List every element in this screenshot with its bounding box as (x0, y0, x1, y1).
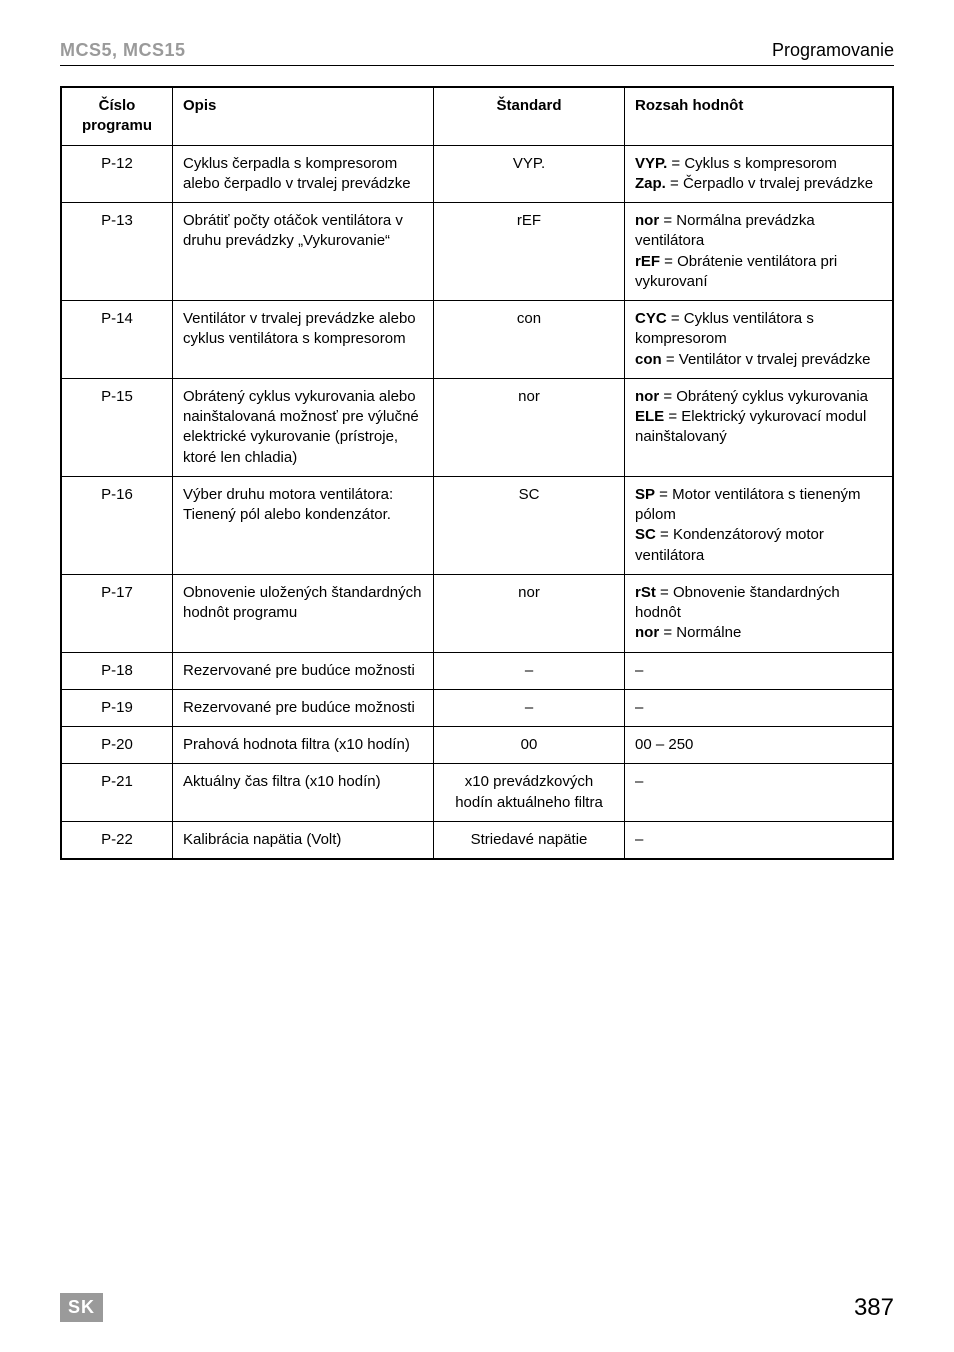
cell-rozsah: VYP. = Cyklus s kompresoromZap. = Čerpad… (625, 145, 894, 203)
cell-std: – (434, 652, 625, 689)
cell-std: 00 (434, 727, 625, 764)
cell-num: P-22 (61, 821, 173, 859)
program-table: Číslo programu Opis Štandard Rozsah hodn… (60, 86, 894, 860)
cell-opis: Výber druhu motora ventilátora: Tienený … (173, 476, 434, 574)
col-header-opis: Opis (173, 87, 434, 145)
header-right: Programovanie (772, 40, 894, 61)
cell-rozsah: – (625, 689, 894, 726)
cell-opis: Ventilátor v trvalej prevádzke alebo cyk… (173, 301, 434, 379)
page-number: 387 (854, 1294, 894, 1322)
cell-num: P-14 (61, 301, 173, 379)
table-row: P-12Cyklus čerpadla s kompresorom alebo … (61, 145, 893, 203)
table-row: P-15Obrátený cyklus vykurovania alebo na… (61, 378, 893, 476)
cell-std: x10 prevádzkových hodín aktuálneho filtr… (434, 764, 625, 822)
cell-num: P-20 (61, 727, 173, 764)
table-row: P-21Aktuálny čas filtra (x10 hodín)x10 p… (61, 764, 893, 822)
col-header-std: Štandard (434, 87, 625, 145)
table-header-row: Číslo programu Opis Štandard Rozsah hodn… (61, 87, 893, 145)
cell-rozsah: CYC = Cyklus ventilátora s kompresoromco… (625, 301, 894, 379)
page-footer: SK 387 (60, 1293, 894, 1322)
table-row: P-17Obnovenie uložených štandardných hod… (61, 574, 893, 652)
cell-opis: Rezervované pre budúce možnosti (173, 689, 434, 726)
table-row: P-13Obrátiť počty otáčok ventilátora v d… (61, 203, 893, 301)
header-left: MCS5, MCS15 (60, 40, 186, 61)
cell-rozsah: nor = Normálna prevádzka ventilátorarEF … (625, 203, 894, 301)
table-row: P-16Výber druhu motora ventilátora: Tien… (61, 476, 893, 574)
cell-num: P-12 (61, 145, 173, 203)
page-header: MCS5, MCS15 Programovanie (60, 40, 894, 66)
cell-std: nor (434, 378, 625, 476)
table-row: P-14Ventilátor v trvalej prevádzke alebo… (61, 301, 893, 379)
cell-num: P-17 (61, 574, 173, 652)
col-header-rozsah: Rozsah hodnôt (625, 87, 894, 145)
cell-num: P-15 (61, 378, 173, 476)
cell-num: P-21 (61, 764, 173, 822)
cell-std: rEF (434, 203, 625, 301)
cell-num: P-16 (61, 476, 173, 574)
cell-opis: Obnovenie uložených štandardných hodnôt … (173, 574, 434, 652)
cell-opis: Obrátený cyklus vykurovania alebo nainšt… (173, 378, 434, 476)
cell-std: – (434, 689, 625, 726)
col-header-num: Číslo programu (61, 87, 173, 145)
cell-opis: Rezervované pre budúce možnosti (173, 652, 434, 689)
cell-std: Striedavé napätie (434, 821, 625, 859)
cell-std: VYP. (434, 145, 625, 203)
cell-opis: Obrátiť počty otáčok ventilátora v druhu… (173, 203, 434, 301)
cell-num: P-19 (61, 689, 173, 726)
cell-rozsah: SP = Motor ventilátora s tieneným pólomS… (625, 476, 894, 574)
table-row: P-20Prahová hodnota filtra (x10 hodín)00… (61, 727, 893, 764)
cell-opis: Prahová hodnota filtra (x10 hodín) (173, 727, 434, 764)
cell-rozsah: – (625, 764, 894, 822)
cell-rozsah: nor = Obrátený cyklus vykurovaniaELE = E… (625, 378, 894, 476)
table-row: P-18Rezervované pre budúce možnosti–– (61, 652, 893, 689)
table-row: P-19Rezervované pre budúce možnosti–– (61, 689, 893, 726)
cell-opis: Aktuálny čas filtra (x10 hodín) (173, 764, 434, 822)
cell-rozsah: – (625, 652, 894, 689)
language-badge: SK (60, 1293, 103, 1322)
table-body: P-12Cyklus čerpadla s kompresorom alebo … (61, 145, 893, 859)
cell-std: SC (434, 476, 625, 574)
cell-rozsah: rSt = Obnovenie štandardných hodnôtnor =… (625, 574, 894, 652)
cell-opis: Kalibrácia napätia (Volt) (173, 821, 434, 859)
table-row: P-22Kalibrácia napätia (Volt)Striedavé n… (61, 821, 893, 859)
cell-rozsah: – (625, 821, 894, 859)
cell-std: nor (434, 574, 625, 652)
cell-opis: Cyklus čerpadla s kompresorom alebo čerp… (173, 145, 434, 203)
cell-rozsah: 00 – 250 (625, 727, 894, 764)
cell-num: P-18 (61, 652, 173, 689)
cell-num: P-13 (61, 203, 173, 301)
cell-std: con (434, 301, 625, 379)
